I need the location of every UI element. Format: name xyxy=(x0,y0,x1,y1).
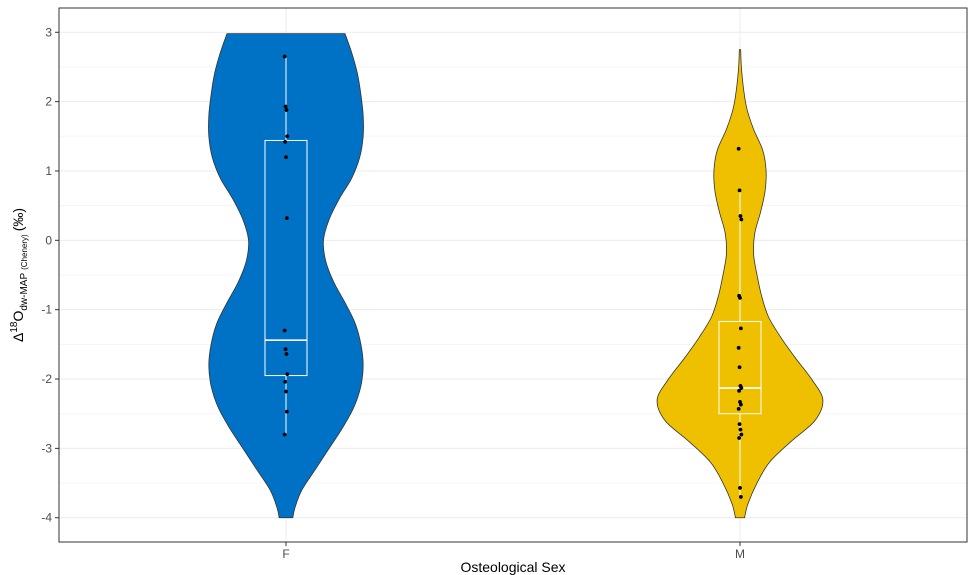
y-tick-label: 3 xyxy=(45,25,52,39)
data-point xyxy=(285,134,290,139)
data-point xyxy=(737,422,742,427)
data-point xyxy=(283,104,288,109)
y-tick-label: 2 xyxy=(45,95,52,109)
y-axis-title-superscript: 18 xyxy=(9,321,20,333)
data-point xyxy=(738,214,743,218)
data-point xyxy=(737,436,741,440)
box-M xyxy=(718,320,762,415)
data-point xyxy=(285,216,289,221)
x-axis-title: Osteological Sex xyxy=(460,559,565,575)
y-axis-title: Δ18Odw-MAP (Chenery) (‰) xyxy=(9,208,30,342)
data-point xyxy=(284,389,288,394)
y-tick-label: 1 xyxy=(45,164,52,178)
x-tick-label: M xyxy=(735,547,745,561)
data-point xyxy=(283,139,287,144)
data-point xyxy=(285,409,289,414)
y-tick-label: -1 xyxy=(41,303,52,317)
y-axis-title-subscript-small: (Chenery) xyxy=(20,234,29,270)
data-point xyxy=(739,217,744,222)
data-point xyxy=(282,328,287,333)
y-tick-label: -2 xyxy=(41,372,52,386)
y-tick-label: 0 xyxy=(45,233,52,247)
data-point xyxy=(737,365,742,370)
minor-gridlines xyxy=(59,66,967,484)
data-point xyxy=(736,406,741,411)
y-axis: -4 -3 -2 -1 0 1 2 3 xyxy=(41,25,59,525)
data-point xyxy=(739,386,744,390)
violin-F xyxy=(208,33,364,519)
data-point xyxy=(739,402,743,407)
data-point xyxy=(737,388,741,393)
data-point xyxy=(285,372,290,377)
x-tick-label: F xyxy=(282,547,289,561)
data-point xyxy=(284,108,289,112)
data-point xyxy=(283,347,288,352)
data-point xyxy=(738,486,742,490)
y-axis-title-subscript: dw-MAP xyxy=(19,273,30,311)
data-point xyxy=(737,188,742,193)
data-point xyxy=(738,295,742,300)
plot-panel-border xyxy=(58,7,968,543)
data-point xyxy=(739,495,743,499)
data-point xyxy=(283,379,287,384)
y-axis-title-delta: Δ xyxy=(10,333,26,342)
data-point xyxy=(284,352,289,356)
data-point xyxy=(736,345,741,350)
data-points xyxy=(282,54,744,499)
data-point xyxy=(282,54,287,59)
y-axis-title-unit: (‰) xyxy=(10,208,26,231)
y-tick-label: -3 xyxy=(41,441,52,455)
data-point xyxy=(284,155,288,160)
data-point xyxy=(736,146,741,151)
data-point xyxy=(739,432,744,437)
y-tick-label: -4 xyxy=(41,511,52,525)
data-point xyxy=(282,432,287,437)
data-point xyxy=(738,427,743,432)
data-point xyxy=(739,326,743,331)
y-axis-title-base: O xyxy=(10,311,26,322)
